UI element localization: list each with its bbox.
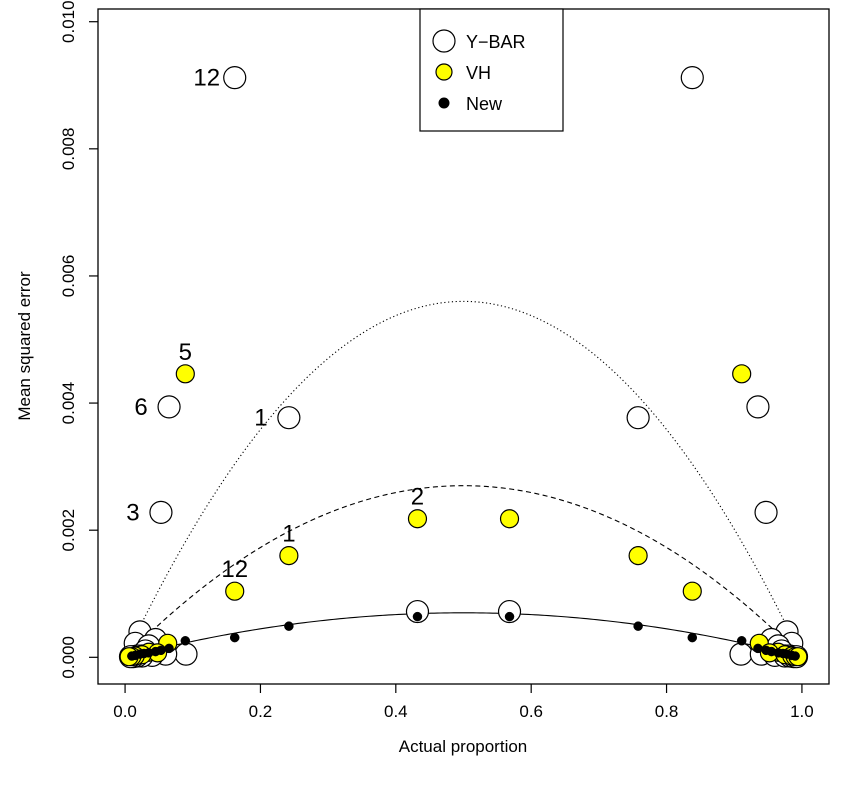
y-axis-label: Mean squared error — [15, 271, 34, 421]
vh-point — [175, 364, 195, 384]
x-tick-label: 1.0 — [790, 702, 814, 721]
point-annotation: 1 — [254, 405, 267, 432]
vh-point — [407, 509, 428, 529]
legend-vh-marker — [435, 63, 453, 81]
new-point — [412, 611, 423, 622]
vh-point — [628, 546, 648, 566]
new-point — [504, 611, 515, 622]
new-point — [180, 636, 191, 646]
ybar-point — [626, 406, 650, 430]
ybar-point — [157, 395, 181, 419]
point-annotation: 1 — [282, 521, 295, 548]
point-annotation: 5 — [179, 339, 192, 366]
new-point — [229, 632, 240, 643]
x-axis-label: Actual proportion — [399, 737, 528, 756]
point-annotation: 12 — [221, 556, 248, 583]
new-point — [687, 632, 698, 643]
curve-dotted — [138, 300, 789, 630]
new-point — [790, 651, 800, 661]
y-axis: 0.000 0.002 0.004 0.006 0.008 0.010 — [59, 0, 98, 679]
vh-points-layer — [119, 364, 808, 667]
point-annotation: 3 — [126, 499, 139, 526]
vh-point — [499, 509, 520, 529]
y-tick-label: 0.004 — [59, 382, 78, 425]
legend-ybar-label: Y−BAR — [466, 32, 526, 52]
ybar-point — [405, 599, 430, 624]
point-annotation: 6 — [134, 394, 147, 421]
ybar-point — [277, 406, 301, 430]
legend: Y−BAR VH New — [419, 8, 564, 132]
y-tick-label: 0.000 — [59, 636, 78, 679]
new-points-layer — [127, 611, 800, 661]
new-point — [164, 643, 174, 654]
point-annotation: 2 — [411, 484, 424, 511]
x-axis: 0.0 0.2 0.4 0.6 0.8 1.0 — [113, 684, 814, 721]
y-tick-label: 0.008 — [59, 128, 78, 171]
y-tick-label: 0.010 — [59, 0, 78, 43]
ybar-point — [149, 500, 173, 524]
new-point — [127, 651, 137, 661]
curves-layer — [138, 300, 789, 655]
ybar-point — [754, 500, 778, 524]
new-point — [284, 621, 294, 631]
ybar-point — [746, 395, 770, 419]
y-tick-label: 0.006 — [59, 255, 78, 298]
vh-point — [682, 581, 702, 601]
annotations-layer: 12 6 1 3 5 2 1 12 — [126, 65, 424, 584]
legend-vh-label: VH — [466, 63, 491, 83]
ybar-point — [680, 66, 704, 90]
new-point — [736, 636, 747, 646]
vh-point — [225, 581, 245, 601]
x-tick-label: 0.6 — [519, 702, 543, 721]
y-tick-label: 0.002 — [59, 509, 78, 552]
curve-solid — [138, 612, 789, 655]
vh-point — [279, 546, 299, 566]
x-tick-label: 0.4 — [384, 702, 408, 721]
legend-ybar-marker — [432, 29, 456, 53]
curve-dashed — [138, 485, 789, 645]
x-tick-label: 0.2 — [249, 702, 273, 721]
x-tick-label: 0.8 — [655, 702, 679, 721]
ybar-point — [174, 642, 198, 666]
new-point — [753, 643, 763, 654]
x-tick-label: 0.0 — [113, 702, 137, 721]
legend-new-marker — [438, 97, 450, 109]
point-annotation: 12 — [193, 65, 220, 92]
new-point — [633, 621, 643, 631]
ybar-point — [729, 642, 753, 666]
ybar-point — [223, 66, 247, 90]
vh-point — [732, 364, 752, 384]
legend-new-label: New — [466, 94, 503, 114]
ybar-point — [497, 599, 522, 624]
